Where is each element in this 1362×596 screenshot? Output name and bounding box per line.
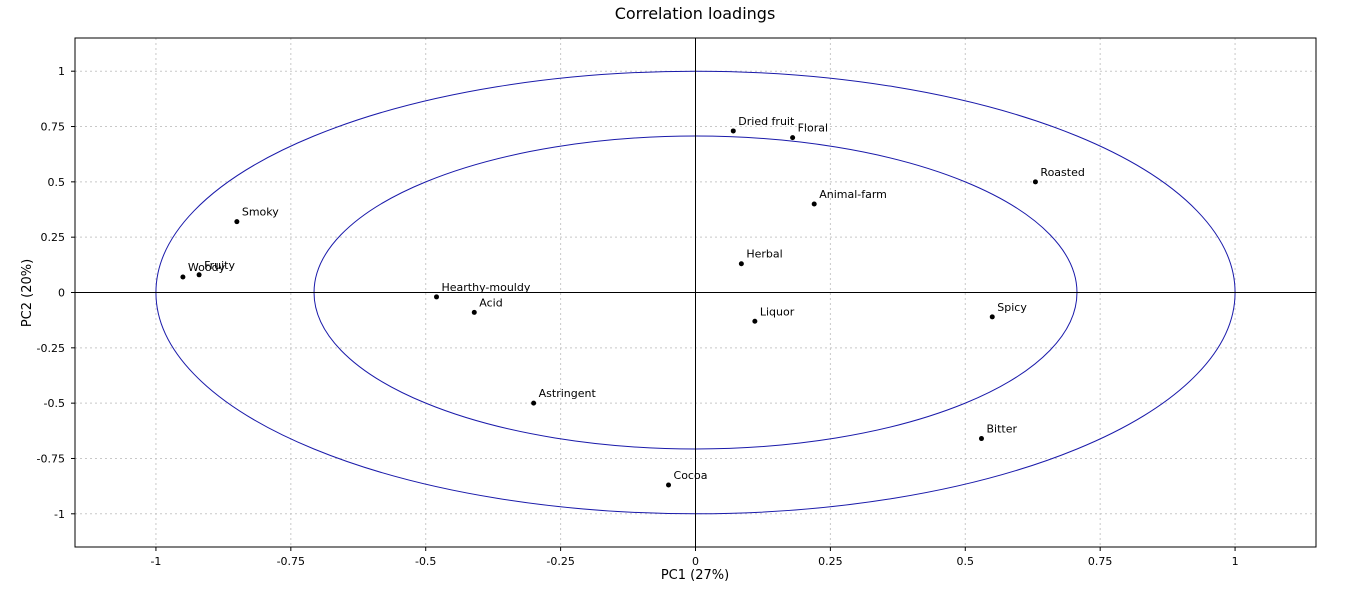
point-label: Animal-farm	[819, 188, 887, 201]
point-dried-fruit: Dried fruit	[730, 115, 795, 134]
point-label: Fruity	[204, 259, 235, 272]
y-axis-ticks: -1 -0.75 -0.5 -0.25 0 0.25 0.5 0.75 1	[37, 65, 75, 521]
point-marker	[730, 128, 736, 134]
point-label: Bitter	[986, 423, 1017, 436]
point-acid: Acid	[471, 296, 503, 315]
x-tick-label: -1	[150, 555, 161, 568]
point-label: Roasted	[1040, 166, 1084, 179]
point-label: Acid	[479, 296, 502, 309]
point-marker	[196, 272, 202, 278]
x-tick-label: -0.5	[415, 555, 436, 568]
point-marker	[738, 261, 744, 267]
point-smoky: Smoky	[234, 206, 279, 225]
y-axis-title: PC2 (20%)	[20, 259, 35, 327]
point-woody: Woody	[180, 261, 226, 280]
x-tick-label: 1	[1232, 555, 1239, 568]
y-tick-label: -0.25	[37, 342, 65, 355]
y-tick-label: -0.5	[44, 397, 65, 410]
point-cocoa: Cocoa	[666, 469, 707, 488]
y-tick-label: 0.25	[41, 231, 66, 244]
x-tick-label: 0.5	[957, 555, 975, 568]
point-label: Woody	[188, 261, 226, 274]
point-marker	[752, 318, 758, 324]
y-tick-label: -0.75	[37, 452, 65, 465]
point-marker	[234, 219, 240, 225]
point-herbal: Herbal	[738, 248, 783, 267]
point-marker	[790, 135, 796, 141]
point-spicy: Spicy	[989, 301, 1027, 320]
point-marker	[666, 482, 672, 488]
point-hearthy-mouldy: Hearthy-mouldy	[434, 281, 531, 300]
point-marker	[811, 201, 817, 207]
y-tick-label: 0.75	[41, 121, 66, 134]
point-label: Herbal	[746, 248, 782, 261]
point-label: Hearthy-mouldy	[442, 281, 531, 294]
point-astringent: Astringent	[531, 387, 596, 406]
point-marker	[1032, 179, 1038, 185]
point-floral: Floral	[790, 122, 828, 141]
point-roasted: Roasted	[1032, 166, 1085, 185]
point-marker	[978, 436, 984, 442]
point-marker	[180, 274, 186, 280]
x-tick-label: 0	[692, 555, 699, 568]
y-tick-label: 0.5	[48, 176, 66, 189]
x-tick-label: 0.75	[1088, 555, 1113, 568]
point-fruity: Fruity	[196, 259, 235, 278]
point-label: Astringent	[539, 387, 597, 400]
point-marker	[434, 294, 440, 300]
x-tick-label: -0.25	[546, 555, 574, 568]
point-liquor: Liquor	[752, 305, 795, 324]
point-label: Liquor	[760, 305, 795, 318]
x-axis-title: PC1 (27%)	[661, 568, 729, 583]
zero-lines	[75, 38, 1316, 547]
point-marker	[471, 309, 477, 315]
point-label: Floral	[798, 122, 828, 135]
x-tick-label: -0.75	[277, 555, 305, 568]
chart-title: Correlation loadings	[615, 4, 776, 23]
y-tick-label: 1	[58, 65, 65, 78]
point-label: Smoky	[242, 206, 279, 219]
point-bitter: Bitter	[978, 423, 1017, 442]
y-tick-label: 0	[58, 287, 65, 300]
point-label: Spicy	[997, 301, 1027, 314]
point-animal-farm: Animal-farm	[811, 188, 887, 207]
point-marker	[989, 314, 995, 320]
y-tick-label: -1	[54, 508, 65, 521]
point-label: Cocoa	[674, 469, 708, 482]
point-label: Dried fruit	[738, 115, 795, 128]
point-marker	[531, 400, 537, 406]
x-axis-ticks: -1 -0.75 -0.5 -0.25 0 0.25 0.5 0.75 1	[150, 547, 1239, 568]
x-tick-label: 0.25	[818, 555, 843, 568]
